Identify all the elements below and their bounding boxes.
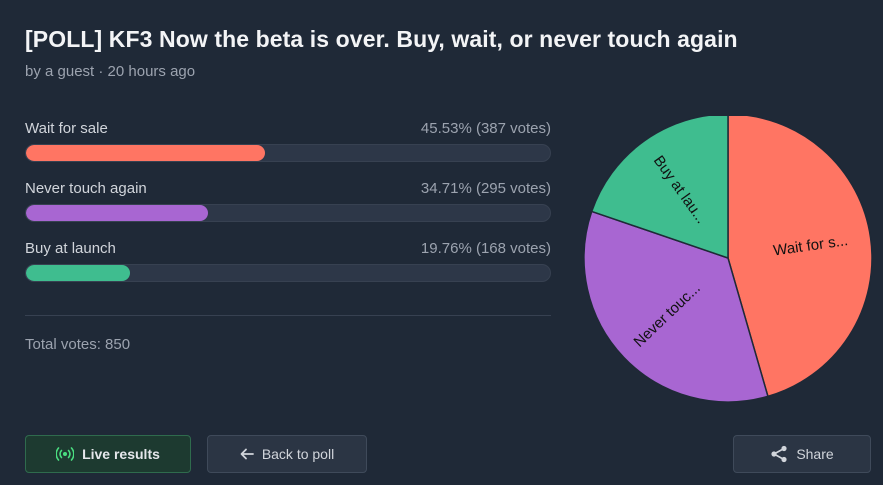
- progress-track: [25, 144, 551, 162]
- progress-fill: [26, 265, 130, 281]
- pie-slice: [590, 116, 729, 260]
- back-to-poll-label: Back to poll: [261, 446, 335, 462]
- option-label: Never touch again: [25, 179, 147, 197]
- progress-track: [25, 204, 551, 222]
- progress-fill: [26, 145, 265, 161]
- result-option: Wait for sale 45.53% (387 votes): [25, 118, 551, 178]
- pie-chart: Wait for s...Never touc...Buy at lau...: [583, 116, 873, 403]
- share-label: Share: [796, 446, 834, 462]
- arrow-left-icon: [240, 448, 254, 460]
- poll-meta: by a guest · 20 hours ago: [25, 63, 196, 80]
- results-list: Wait for sale 45.53% (387 votes) Never t…: [25, 118, 551, 298]
- option-stats: 45.53% (387 votes): [420, 119, 551, 137]
- result-option: Never touch again 34.71% (295 votes): [25, 178, 551, 238]
- option-label: Wait for sale: [25, 119, 108, 137]
- share-icon: [770, 445, 788, 463]
- divider: [25, 315, 551, 316]
- option-stats: 34.71% (295 votes): [420, 179, 551, 197]
- broadcast-icon: [56, 447, 75, 461]
- progress-fill: [26, 205, 208, 221]
- option-stats: 19.76% (168 votes): [420, 239, 551, 257]
- live-results-label: Live results: [82, 446, 160, 462]
- result-option: Buy at launch 19.76% (168 votes): [25, 238, 551, 298]
- back-to-poll-button[interactable]: Back to poll: [207, 435, 367, 473]
- pie-slice: [727, 116, 873, 398]
- poll-title: [POLL] KF3 Now the beta is over. Buy, wa…: [25, 26, 738, 52]
- total-votes: Total votes: 850: [25, 336, 131, 353]
- progress-track: [25, 264, 551, 282]
- pie-slice: [583, 210, 769, 403]
- share-button[interactable]: Share: [733, 435, 871, 473]
- live-results-button[interactable]: Live results: [25, 435, 191, 473]
- option-label: Buy at launch: [25, 239, 116, 257]
